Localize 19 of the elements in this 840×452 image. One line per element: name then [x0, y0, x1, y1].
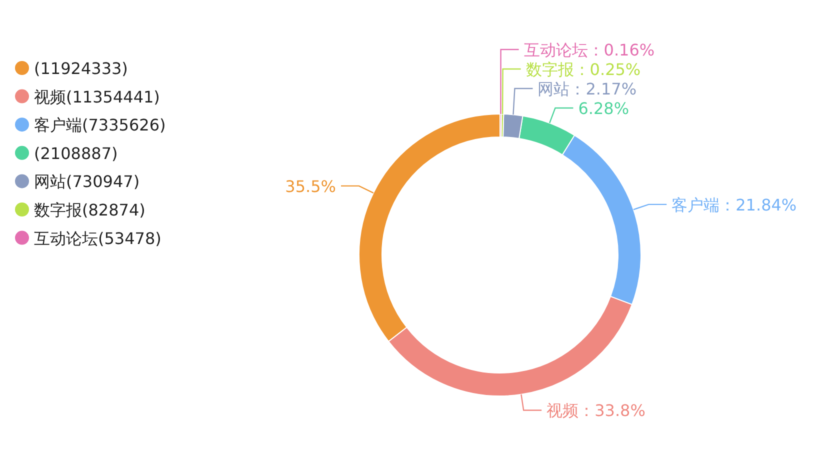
text: (2108887): [34, 144, 118, 163]
legend-label: 互动论坛: [34, 228, 98, 248]
category-label: 互动论坛：0.16%: [524, 40, 655, 60]
category-label: 视频：33.8%: [546, 401, 646, 420]
legend-label: 网站: [34, 172, 66, 192]
legend-label: 视频: [34, 87, 66, 106]
text: (7335626): [82, 116, 166, 135]
legend-label: 数字报: [34, 200, 82, 220]
data-label: 35.5%: [285, 176, 336, 196]
text: (730947): [66, 172, 140, 192]
text: (11924333): [34, 59, 128, 78]
text: (53478): [98, 228, 162, 248]
category-label: 客户端：21.84%: [672, 195, 797, 214]
category-label: 数字报：0.25%: [526, 60, 641, 80]
data-label: 6.28%: [578, 99, 630, 118]
text: (82874): [82, 200, 146, 220]
legend-label: 客户端: [34, 116, 82, 135]
category-label: 网站：2.17%: [538, 80, 637, 99]
text: (11354441): [66, 87, 160, 106]
